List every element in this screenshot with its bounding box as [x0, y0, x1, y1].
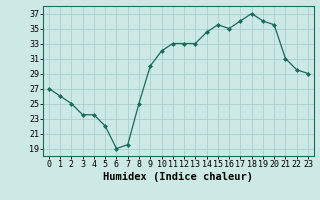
X-axis label: Humidex (Indice chaleur): Humidex (Indice chaleur)	[103, 172, 253, 182]
